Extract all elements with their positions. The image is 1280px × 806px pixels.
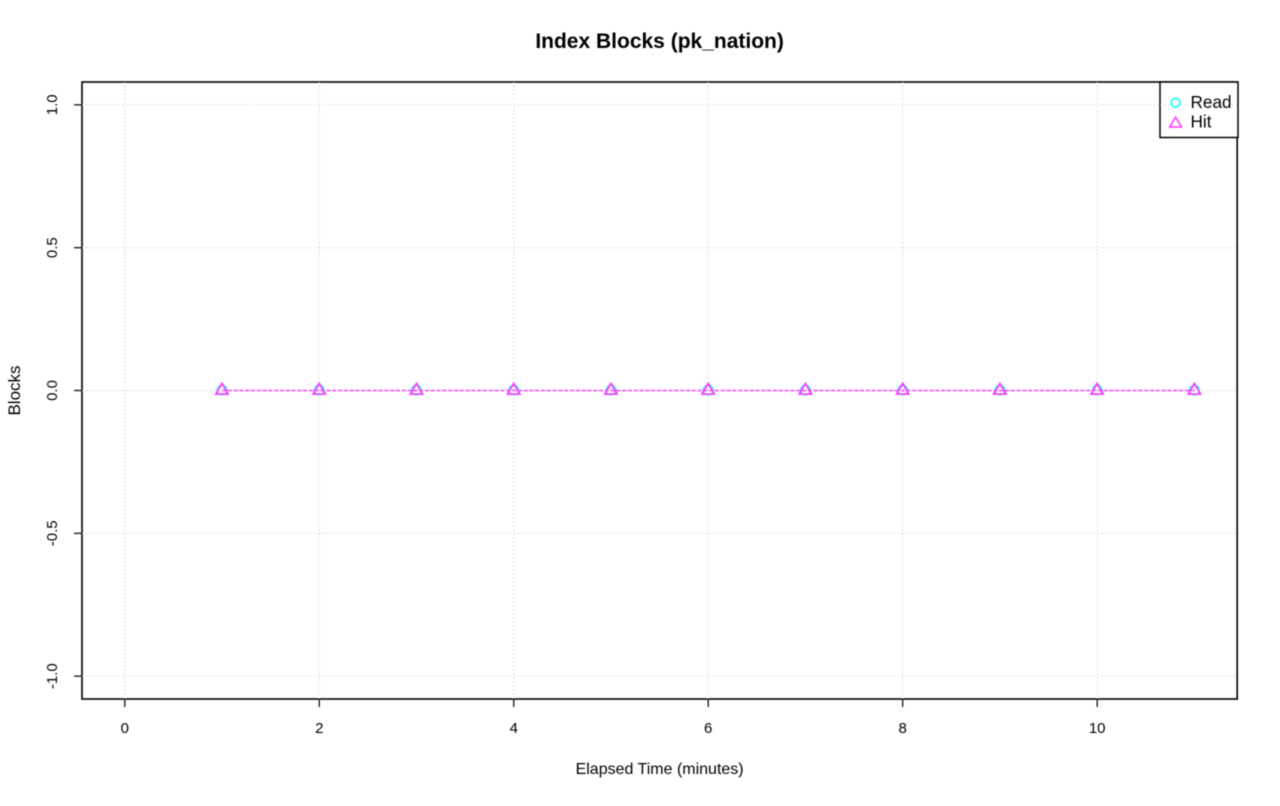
svg-text:Read: Read <box>1191 92 1232 112</box>
svg-text:6: 6 <box>704 720 712 737</box>
svg-text:Hit: Hit <box>1191 111 1212 131</box>
svg-text:8: 8 <box>899 720 907 737</box>
svg-text:1.0: 1.0 <box>44 94 61 115</box>
svg-text:Elapsed Time (minutes): Elapsed Time (minutes) <box>576 761 744 778</box>
svg-text:Blocks: Blocks <box>5 365 24 415</box>
svg-text:0.0: 0.0 <box>44 380 61 401</box>
svg-text:4: 4 <box>510 720 518 737</box>
svg-text:0: 0 <box>121 720 129 737</box>
svg-text:10: 10 <box>1089 720 1106 737</box>
svg-text:2: 2 <box>315 720 323 737</box>
svg-text:0.5: 0.5 <box>44 237 61 258</box>
svg-text:-0.5: -0.5 <box>44 520 61 546</box>
svg-text:-1.0: -1.0 <box>44 663 61 689</box>
svg-text:Index Blocks (pk_nation): Index Blocks (pk_nation) <box>535 30 784 53</box>
